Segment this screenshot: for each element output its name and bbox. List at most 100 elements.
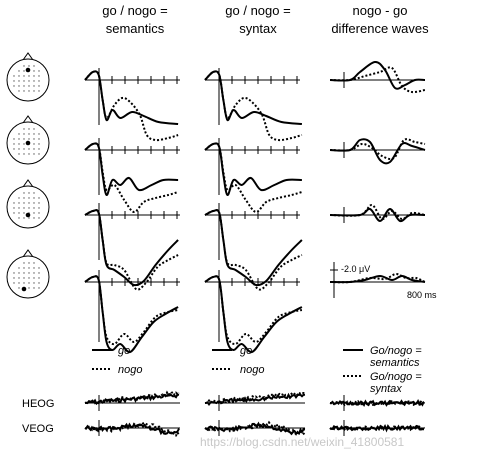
head <box>6 58 50 102</box>
electrode <box>33 262 35 264</box>
electrode <box>13 143 15 145</box>
electrode <box>23 277 25 279</box>
electrode <box>18 148 20 150</box>
electrode <box>18 133 20 135</box>
electrode <box>33 212 35 214</box>
legends: go nogo go nogo Go/nogo = semantics Go/n… <box>92 345 422 395</box>
electrode <box>18 70 20 72</box>
electrode <box>18 207 20 209</box>
electrode <box>28 267 30 269</box>
electrode <box>23 133 25 135</box>
electrode <box>33 217 35 219</box>
electrode <box>33 192 35 194</box>
nose <box>22 249 34 258</box>
nogo-wave <box>84 70 179 142</box>
electrode <box>23 90 25 92</box>
electrode <box>33 272 35 274</box>
electrode <box>28 287 30 289</box>
electrode <box>23 212 25 214</box>
electrode <box>18 272 20 274</box>
electrode <box>38 287 40 289</box>
electrode <box>23 75 25 77</box>
nogo-wave <box>204 70 303 142</box>
electrode <box>33 75 35 77</box>
electrode <box>33 90 35 92</box>
electrode <box>38 153 40 155</box>
legend-label: Go/nogo = <box>370 371 422 383</box>
electrode <box>33 85 35 87</box>
electrode <box>38 70 40 72</box>
electrode <box>18 282 20 284</box>
electrode <box>13 212 15 214</box>
electrode <box>33 128 35 130</box>
electrode <box>13 202 15 204</box>
electrode <box>28 128 30 130</box>
electrode <box>38 80 40 82</box>
electrode <box>38 282 40 284</box>
electrode <box>18 153 20 155</box>
electrode <box>28 282 30 284</box>
electrode <box>38 75 40 77</box>
go-wave <box>204 142 302 197</box>
electrode <box>33 267 35 269</box>
electrode <box>33 287 35 289</box>
electrode <box>38 133 40 135</box>
electrode <box>28 75 30 77</box>
electrode <box>23 128 25 130</box>
electrode <box>23 85 25 87</box>
electrode <box>13 207 15 209</box>
go-wave <box>204 70 302 125</box>
head <box>6 255 50 299</box>
electrode <box>18 143 20 145</box>
column-title: semantics <box>106 21 165 36</box>
electrode <box>28 80 30 82</box>
electrode <box>33 138 35 140</box>
active-electrode <box>25 67 31 73</box>
electrode <box>38 202 40 204</box>
legend-label: go <box>118 345 130 357</box>
electrode <box>28 272 30 274</box>
electrode <box>23 65 25 67</box>
electrode <box>28 217 30 219</box>
electrode <box>38 217 40 219</box>
eog-nogo <box>329 399 425 407</box>
electrode <box>23 70 25 72</box>
electrode <box>13 80 15 82</box>
legend-label: syntax <box>370 383 402 395</box>
electrode <box>18 217 20 219</box>
electrode <box>23 217 25 219</box>
electrode <box>33 70 35 72</box>
electrode <box>33 207 35 209</box>
electrode <box>38 143 40 145</box>
nogo-wave <box>84 209 179 291</box>
electrode <box>38 138 40 140</box>
electrode <box>18 202 20 204</box>
electrode-maps <box>6 52 50 299</box>
electrode <box>23 267 25 269</box>
electrode <box>18 75 20 77</box>
electrode <box>33 80 35 82</box>
column-title: go / nogo = <box>102 3 167 18</box>
eog-nogo <box>84 421 180 437</box>
electrode <box>18 80 20 82</box>
electrode <box>18 287 20 289</box>
electrode <box>28 153 30 155</box>
eog-nogo <box>204 420 306 436</box>
electrode <box>38 207 40 209</box>
diff-semantics <box>329 274 426 284</box>
legend-label: go <box>240 345 252 357</box>
eog-nogo <box>204 391 306 405</box>
waveforms <box>84 61 426 437</box>
electrode <box>38 85 40 87</box>
diff-syntax <box>329 138 426 161</box>
electrode <box>33 148 35 150</box>
electrode <box>33 282 35 284</box>
nose <box>22 52 34 61</box>
nose <box>22 115 34 124</box>
electrode <box>38 272 40 274</box>
scale-amplitude: -2.0 μV <box>341 264 370 274</box>
nogo-wave <box>204 142 303 213</box>
electrode <box>33 197 35 199</box>
eog-label: VEOG <box>22 423 54 435</box>
